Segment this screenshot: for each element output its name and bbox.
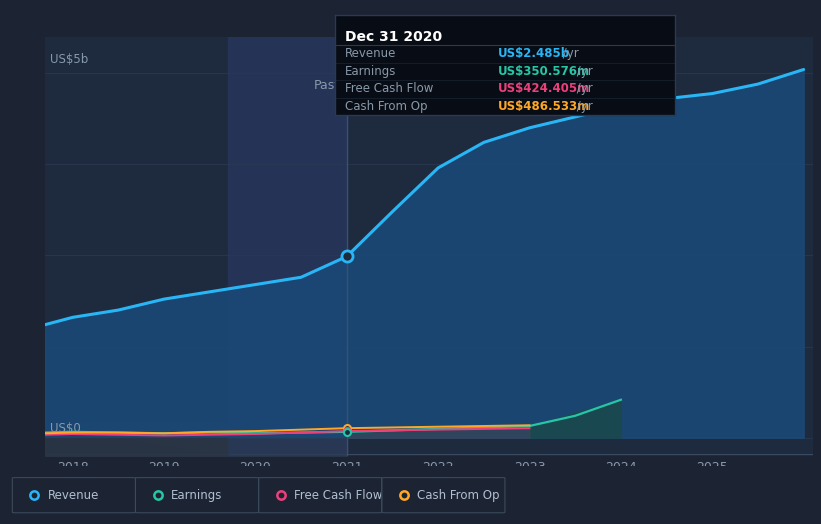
Text: Cash From Op: Cash From Op	[417, 489, 499, 501]
Text: Revenue: Revenue	[48, 489, 99, 501]
Text: Earnings: Earnings	[171, 489, 222, 501]
Text: Free Cash Flow: Free Cash Flow	[294, 489, 383, 501]
Text: US$350.576m: US$350.576m	[498, 65, 590, 78]
Text: Cash From Op: Cash From Op	[345, 100, 428, 113]
Text: Earnings: Earnings	[345, 65, 397, 78]
Text: /yr: /yr	[559, 47, 579, 60]
Text: US$424.405m: US$424.405m	[498, 82, 590, 95]
Text: Revenue: Revenue	[345, 47, 397, 60]
Text: US$5b: US$5b	[50, 53, 88, 66]
Text: US$0: US$0	[50, 422, 80, 435]
Text: Dec 31 2020: Dec 31 2020	[345, 30, 443, 44]
Polygon shape	[45, 423, 228, 456]
Text: /yr: /yr	[573, 100, 593, 113]
Bar	[228, 37, 346, 456]
Text: US$486.533m: US$486.533m	[498, 100, 590, 113]
Text: /yr: /yr	[573, 82, 593, 95]
Text: Free Cash Flow: Free Cash Flow	[345, 82, 433, 95]
Text: Past: Past	[314, 79, 339, 92]
Text: Analysts Forecasts: Analysts Forecasts	[354, 79, 470, 92]
Text: /yr: /yr	[573, 65, 593, 78]
Text: US$2.485b: US$2.485b	[498, 47, 571, 60]
